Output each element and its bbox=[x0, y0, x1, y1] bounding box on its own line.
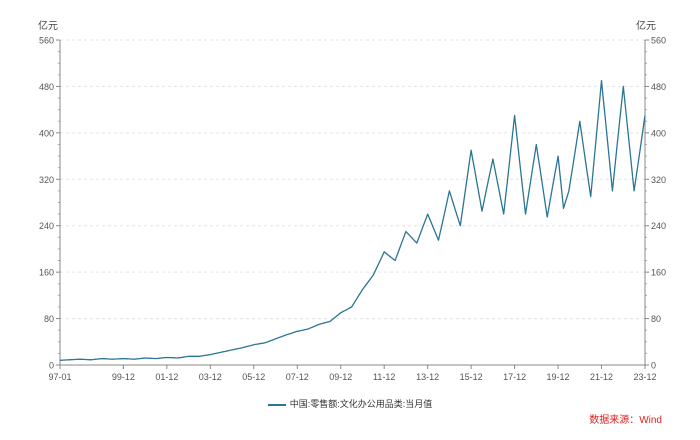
y-tick-label-right: 240 bbox=[651, 221, 666, 231]
legend-label: 中国:零售额:文化办公用品类:当月值 bbox=[289, 399, 433, 409]
x-tick-label: 13-12 bbox=[416, 372, 439, 382]
y-tick-label-right: 0 bbox=[651, 361, 656, 371]
y-tick-label-left: 240 bbox=[39, 221, 54, 231]
y-tick-label-right: 160 bbox=[651, 268, 666, 278]
y-tick-label-left: 400 bbox=[39, 128, 54, 138]
y-tick-label-left: 480 bbox=[39, 82, 54, 92]
x-tick-label: 09-12 bbox=[329, 372, 352, 382]
x-tick-label: 07-12 bbox=[286, 372, 309, 382]
y-tick-label-right: 320 bbox=[651, 175, 666, 185]
y-tick-label-right: 480 bbox=[651, 82, 666, 92]
y-tick-label-right: 80 bbox=[651, 314, 661, 324]
right-unit-label: 亿元 bbox=[636, 21, 656, 32]
y-tick-label-right: 560 bbox=[651, 36, 666, 46]
x-tick-label: 21-12 bbox=[590, 372, 613, 382]
x-tick-label: 05-12 bbox=[242, 372, 265, 382]
y-tick-label-left: 160 bbox=[39, 268, 54, 278]
y-tick-label-left: 80 bbox=[44, 314, 54, 324]
series-line bbox=[59, 79, 646, 362]
legend-swatch bbox=[267, 403, 286, 406]
x-tick-label: 01-12 bbox=[155, 372, 178, 382]
x-tick-label: 15-12 bbox=[460, 372, 483, 382]
legend: 中国:零售额:文化办公用品类:当月值 bbox=[0, 397, 700, 410]
x-tick-label: 23-12 bbox=[633, 372, 656, 382]
y-tick-label-left: 0 bbox=[49, 361, 54, 371]
x-tick-label: 97-01 bbox=[48, 372, 71, 382]
y-tick-label-left: 320 bbox=[39, 175, 54, 185]
x-tick-label: 03-12 bbox=[199, 372, 222, 382]
left-unit-label: 亿元 bbox=[38, 21, 58, 32]
x-tick-label: 17-12 bbox=[503, 372, 526, 382]
data-source: 数据来源：Wind bbox=[589, 415, 662, 426]
x-tick-label: 19-12 bbox=[547, 372, 570, 382]
x-tick-label: 99-12 bbox=[112, 372, 135, 382]
y-tick-label-right: 400 bbox=[651, 128, 666, 138]
x-tick-label: 11-12 bbox=[373, 372, 395, 382]
y-tick-label-left: 560 bbox=[39, 36, 54, 46]
